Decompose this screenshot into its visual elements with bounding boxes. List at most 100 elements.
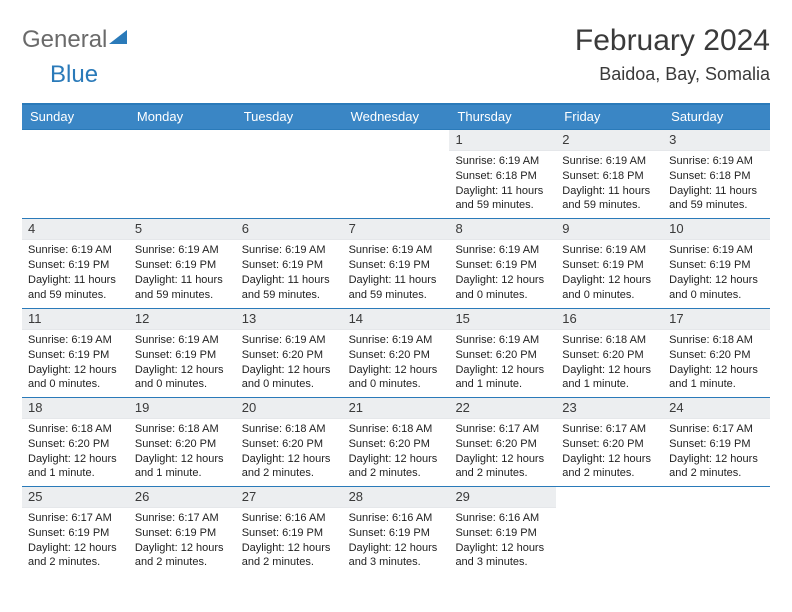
sunset-line: Sunset: 6:19 PM: [242, 526, 337, 540]
week-row: 4Sunrise: 6:19 AMSunset: 6:19 PMDaylight…: [22, 218, 770, 307]
day-content: Sunrise: 6:18 AMSunset: 6:20 PMDaylight:…: [343, 419, 450, 486]
sunset-line: Sunset: 6:20 PM: [669, 348, 764, 362]
day-content: Sunrise: 6:18 AMSunset: 6:20 PMDaylight:…: [22, 419, 129, 486]
day-number: 1: [449, 130, 556, 151]
sunset-line: Sunset: 6:19 PM: [349, 258, 444, 272]
logo-text-blue: Blue: [50, 61, 98, 88]
day-cell: 28Sunrise: 6:16 AMSunset: 6:19 PMDayligh…: [343, 487, 450, 575]
sunset-line: Sunset: 6:20 PM: [455, 348, 550, 362]
day-content: Sunrise: 6:19 AMSunset: 6:19 PMDaylight:…: [663, 240, 770, 307]
day-cell: 5Sunrise: 6:19 AMSunset: 6:19 PMDaylight…: [129, 219, 236, 307]
daylight-line: Daylight: 12 hours and 3 minutes.: [349, 541, 444, 569]
day-content: Sunrise: 6:18 AMSunset: 6:20 PMDaylight:…: [663, 330, 770, 397]
day-number: 16: [556, 309, 663, 330]
sunset-line: Sunset: 6:19 PM: [455, 258, 550, 272]
daylight-line: Daylight: 12 hours and 0 minutes.: [349, 363, 444, 391]
sunrise-line: Sunrise: 6:18 AM: [28, 422, 123, 436]
day-cell: .: [22, 130, 129, 218]
daylight-line: Daylight: 12 hours and 2 minutes.: [669, 452, 764, 480]
day-number: 14: [343, 309, 450, 330]
day-header: Sunday: [22, 105, 129, 129]
daylight-line: Daylight: 11 hours and 59 minutes.: [135, 273, 230, 301]
day-number: 23: [556, 398, 663, 419]
day-content: Sunrise: 6:19 AMSunset: 6:19 PMDaylight:…: [22, 330, 129, 397]
day-cell: .: [236, 130, 343, 218]
sunrise-line: Sunrise: 6:16 AM: [242, 511, 337, 525]
sunrise-line: Sunrise: 6:18 AM: [669, 333, 764, 347]
sunrise-line: Sunrise: 6:16 AM: [349, 511, 444, 525]
sunrise-line: Sunrise: 6:19 AM: [135, 243, 230, 257]
daylight-line: Daylight: 12 hours and 1 minute.: [28, 452, 123, 480]
day-cell: 15Sunrise: 6:19 AMSunset: 6:20 PMDayligh…: [449, 309, 556, 397]
day-header: Saturday: [663, 105, 770, 129]
daylight-line: Daylight: 12 hours and 2 minutes.: [242, 452, 337, 480]
day-content: Sunrise: 6:16 AMSunset: 6:19 PMDaylight:…: [236, 508, 343, 575]
daylight-line: Daylight: 12 hours and 2 minutes.: [28, 541, 123, 569]
day-content: Sunrise: 6:18 AMSunset: 6:20 PMDaylight:…: [556, 330, 663, 397]
daylight-line: Daylight: 11 hours and 59 minutes.: [562, 184, 657, 212]
sunrise-line: Sunrise: 6:19 AM: [135, 333, 230, 347]
day-number: 25: [22, 487, 129, 508]
day-content: Sunrise: 6:18 AMSunset: 6:20 PMDaylight:…: [236, 419, 343, 486]
day-number: 3: [663, 130, 770, 151]
month-title: February 2024: [575, 24, 770, 58]
sunrise-line: Sunrise: 6:19 AM: [669, 243, 764, 257]
day-cell: 24Sunrise: 6:17 AMSunset: 6:19 PMDayligh…: [663, 398, 770, 486]
daylight-line: Daylight: 11 hours and 59 minutes.: [349, 273, 444, 301]
day-content: Sunrise: 6:17 AMSunset: 6:19 PMDaylight:…: [663, 419, 770, 486]
daylight-line: Daylight: 11 hours and 59 minutes.: [669, 184, 764, 212]
sunset-line: Sunset: 6:19 PM: [28, 526, 123, 540]
logo-text-general: General: [22, 26, 107, 54]
sunset-line: Sunset: 6:19 PM: [135, 258, 230, 272]
day-cell: 22Sunrise: 6:17 AMSunset: 6:20 PMDayligh…: [449, 398, 556, 486]
day-content: Sunrise: 6:16 AMSunset: 6:19 PMDaylight:…: [449, 508, 556, 575]
daylight-line: Daylight: 12 hours and 0 minutes.: [455, 273, 550, 301]
day-cell: 8Sunrise: 6:19 AMSunset: 6:19 PMDaylight…: [449, 219, 556, 307]
day-number: 8: [449, 219, 556, 240]
day-cell: 17Sunrise: 6:18 AMSunset: 6:20 PMDayligh…: [663, 309, 770, 397]
day-number: 19: [129, 398, 236, 419]
day-number: 12: [129, 309, 236, 330]
location: Baidoa, Bay, Somalia: [575, 64, 770, 85]
page: General February 2024 Baidoa, Bay, Somal…: [0, 0, 792, 586]
day-content: Sunrise: 6:19 AMSunset: 6:19 PMDaylight:…: [556, 240, 663, 307]
day-content: Sunrise: 6:19 AMSunset: 6:19 PMDaylight:…: [129, 330, 236, 397]
day-number: 7: [343, 219, 450, 240]
day-number: 22: [449, 398, 556, 419]
sunset-line: Sunset: 6:20 PM: [349, 437, 444, 451]
sunrise-line: Sunrise: 6:19 AM: [349, 243, 444, 257]
day-header: Wednesday: [343, 105, 450, 129]
week-row: 25Sunrise: 6:17 AMSunset: 6:19 PMDayligh…: [22, 486, 770, 575]
logo: General: [22, 26, 127, 54]
day-number: 24: [663, 398, 770, 419]
daylight-line: Daylight: 12 hours and 1 minute.: [135, 452, 230, 480]
sunrise-line: Sunrise: 6:19 AM: [669, 154, 764, 168]
day-content: Sunrise: 6:19 AMSunset: 6:18 PMDaylight:…: [663, 151, 770, 218]
day-content: Sunrise: 6:17 AMSunset: 6:20 PMDaylight:…: [449, 419, 556, 486]
sunset-line: Sunset: 6:19 PM: [669, 258, 764, 272]
day-cell: .: [129, 130, 236, 218]
sunrise-line: Sunrise: 6:18 AM: [242, 422, 337, 436]
day-content: Sunrise: 6:19 AMSunset: 6:19 PMDaylight:…: [343, 240, 450, 307]
sunrise-line: Sunrise: 6:19 AM: [28, 333, 123, 347]
sunset-line: Sunset: 6:20 PM: [562, 437, 657, 451]
day-content: Sunrise: 6:19 AMSunset: 6:19 PMDaylight:…: [22, 240, 129, 307]
sunrise-line: Sunrise: 6:19 AM: [562, 243, 657, 257]
day-cell: 16Sunrise: 6:18 AMSunset: 6:20 PMDayligh…: [556, 309, 663, 397]
sunset-line: Sunset: 6:20 PM: [562, 348, 657, 362]
sunset-line: Sunset: 6:20 PM: [242, 348, 337, 362]
day-cell: 11Sunrise: 6:19 AMSunset: 6:19 PMDayligh…: [22, 309, 129, 397]
day-header: Tuesday: [236, 105, 343, 129]
sunset-line: Sunset: 6:19 PM: [669, 437, 764, 451]
sunrise-line: Sunrise: 6:16 AM: [455, 511, 550, 525]
day-cell: 26Sunrise: 6:17 AMSunset: 6:19 PMDayligh…: [129, 487, 236, 575]
day-content: Sunrise: 6:17 AMSunset: 6:19 PMDaylight:…: [22, 508, 129, 575]
daylight-line: Daylight: 11 hours and 59 minutes.: [455, 184, 550, 212]
day-cell: 4Sunrise: 6:19 AMSunset: 6:19 PMDaylight…: [22, 219, 129, 307]
day-number: 11: [22, 309, 129, 330]
daylight-line: Daylight: 12 hours and 0 minutes.: [562, 273, 657, 301]
sunset-line: Sunset: 6:19 PM: [455, 526, 550, 540]
sail-icon: [109, 30, 127, 44]
day-cell: 18Sunrise: 6:18 AMSunset: 6:20 PMDayligh…: [22, 398, 129, 486]
day-content: Sunrise: 6:19 AMSunset: 6:19 PMDaylight:…: [236, 240, 343, 307]
